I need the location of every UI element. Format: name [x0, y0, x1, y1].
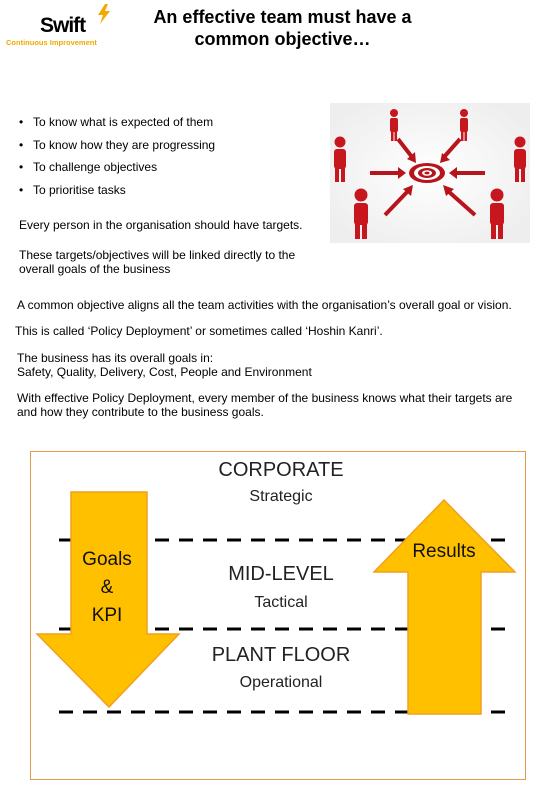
swift-logo: Swift Continuous Improvement — [4, 4, 114, 48]
title-line-1: An effective team must have a — [153, 7, 412, 27]
effective-line-2: and how they contribute to the business … — [17, 405, 264, 419]
title-line-2: common objective… — [194, 29, 371, 49]
bullet-item: To know what is expected of them — [18, 114, 215, 137]
level-plantfloor-sub: Operational — [239, 674, 323, 691]
linked-goals-paragraph: These targets/objectives will be linked … — [19, 248, 319, 276]
business-goals-paragraph: The business has its overall goals in: S… — [17, 351, 417, 379]
policy-deployment-paragraph: This is called ‘Policy Deployment’ or so… — [15, 324, 383, 338]
results-up-arrow-icon — [372, 498, 517, 715]
bullet-item: To challenge objectives — [18, 159, 215, 182]
results-label: Results — [412, 541, 476, 562]
logo-subtitle: Continuous Improvement — [6, 38, 97, 47]
goals-down-arrow-icon — [35, 491, 181, 709]
level-corporate-name: CORPORATE — [218, 459, 344, 481]
goals-label-line-3: KPI — [91, 605, 123, 626]
page-title: An effective team must have a common obj… — [120, 6, 445, 50]
goals-label-line-1: Goals — [82, 549, 132, 570]
diagram-graphics — [35, 491, 517, 715]
targets-paragraph: Every person in the organisation should … — [19, 218, 303, 232]
linked-line-1: These targets/objectives will be linked … — [19, 248, 296, 262]
objective-bullet-list: To know what is expected of them To know… — [18, 114, 215, 204]
effective-line-1: With effective Policy Deployment, every … — [17, 391, 513, 405]
level-plantfloor-name: PLANT FLOOR — [211, 644, 351, 666]
goals-kpi-label: Goals & KPI — [67, 546, 147, 630]
policy-deployment-diagram: CORPORATE Strategic MID-LEVEL Tactical P… — [30, 451, 526, 780]
lightning-icon — [98, 4, 110, 24]
common-objective-paragraph: A common objective aligns all the team a… — [17, 298, 512, 312]
bullet-item: To know how they are progressing — [18, 137, 215, 160]
bullet-item: To prioritise tasks — [18, 182, 215, 205]
logo-word: Swift — [40, 14, 86, 37]
linked-line-2: overall goals of the business — [19, 262, 171, 276]
level-corporate-sub: Strategic — [249, 488, 313, 505]
level-midlevel-name: MID-LEVEL — [228, 563, 334, 585]
goals-line-1: The business has its overall goals in: — [17, 351, 214, 365]
effective-deployment-paragraph: With effective Policy Deployment, every … — [17, 391, 542, 419]
target-people-icon — [330, 103, 530, 243]
level-midlevel-sub: Tactical — [254, 594, 308, 611]
goals-line-2: Safety, Quality, Delivery, Cost, People … — [17, 365, 312, 379]
goals-label-line-2: & — [100, 577, 114, 598]
